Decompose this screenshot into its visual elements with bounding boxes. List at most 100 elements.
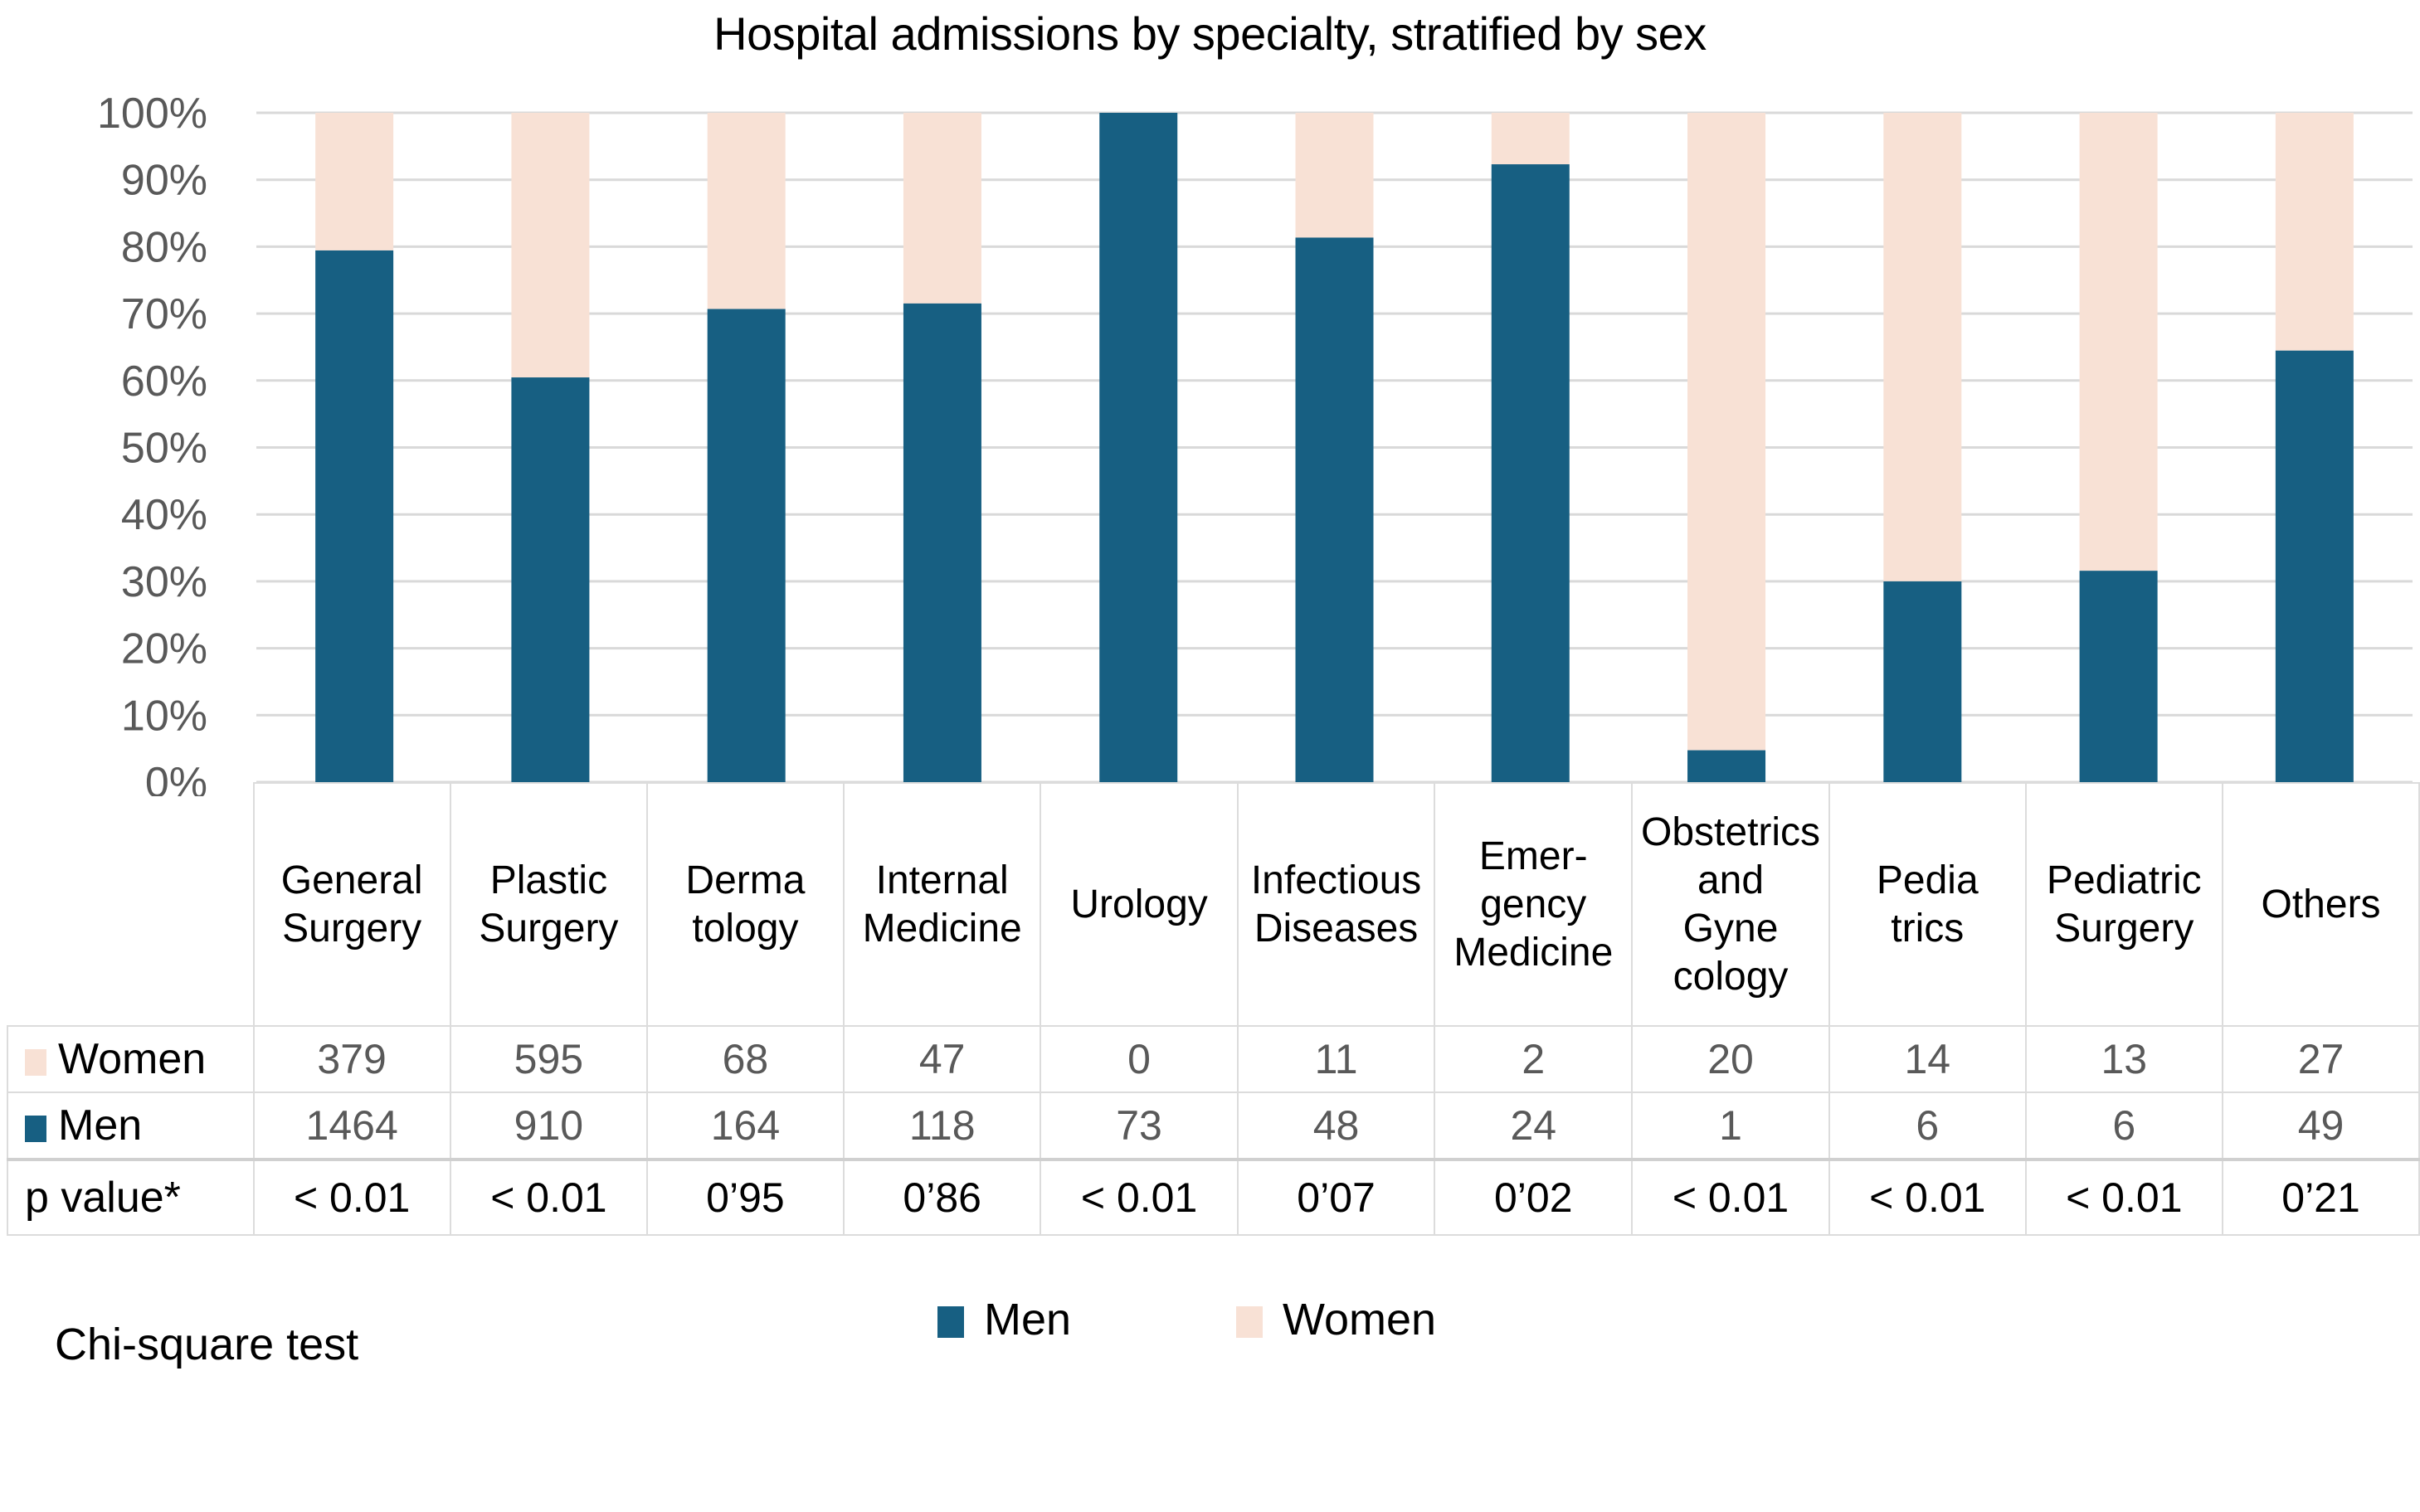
category-label-line: Emer- xyxy=(1478,834,1588,878)
bar-men xyxy=(707,309,786,782)
men-count-cell: 1464 xyxy=(252,1091,451,1160)
women-count-cell: 379 xyxy=(252,1025,451,1093)
category-label: Others xyxy=(2222,782,2420,1027)
women-count-cell: 11 xyxy=(1236,1025,1436,1093)
category-label: Urology xyxy=(1040,782,1239,1027)
men-count-cell: 48 xyxy=(1236,1091,1436,1160)
women-count-cell: 68 xyxy=(646,1025,845,1093)
category-label-line: Pedia xyxy=(1876,858,1979,902)
y-tick-label: 60% xyxy=(121,357,207,406)
category-label: Pediatric Surgery xyxy=(2024,782,2224,1027)
bar-men xyxy=(2275,350,2354,782)
women-row-label: Women xyxy=(7,1025,255,1093)
category-label: Plastic Surgery xyxy=(449,782,649,1027)
women-count-cell: 47 xyxy=(842,1025,1042,1093)
category-label-line: Surgery xyxy=(479,906,619,950)
men-swatch-icon xyxy=(25,1116,46,1142)
category-label: Derma tology xyxy=(646,782,845,1027)
category-label-line: cology xyxy=(1673,954,1789,999)
category-label-line: Plastic xyxy=(489,858,608,902)
bar-women xyxy=(903,113,981,304)
category-label-line: Medicine xyxy=(862,906,1022,950)
men-count-cell: 910 xyxy=(449,1091,649,1160)
category-label: General Surgery xyxy=(252,782,451,1027)
bar-women xyxy=(1883,113,1962,581)
y-tick-label: 80% xyxy=(121,223,207,271)
bar-women xyxy=(2275,113,2354,351)
bar-men xyxy=(1883,581,1962,782)
bar-women xyxy=(707,113,786,309)
p-value-cell: < 0.01 xyxy=(449,1158,649,1236)
category-label-line: General xyxy=(280,858,423,902)
p-value-cell: < 0.01 xyxy=(1631,1158,1830,1236)
p-value-cell: 0’86 xyxy=(842,1158,1042,1236)
y-tick-label: 90% xyxy=(121,157,207,205)
bar-women xyxy=(511,113,590,378)
men-count-cell: 118 xyxy=(842,1091,1042,1160)
women-legend-swatch-icon xyxy=(1236,1306,1263,1338)
men-count-cell: 73 xyxy=(1040,1091,1239,1160)
legend-label-men: Men xyxy=(984,1295,1072,1344)
category-label-line: Gyne xyxy=(1682,906,1779,950)
bar-men xyxy=(315,250,394,783)
category-label: Internal Medicine xyxy=(842,782,1042,1027)
men-count-cell: 6 xyxy=(1828,1091,2027,1160)
table-corner xyxy=(7,783,255,1027)
bar-men xyxy=(1099,113,1178,782)
footnote: Chi-square test xyxy=(55,1320,359,1369)
y-tick-label: 50% xyxy=(121,425,207,473)
p-value-cell: < 0.01 xyxy=(1040,1158,1239,1236)
category-label: Pedia trics xyxy=(1828,782,2027,1027)
women-count-cell: 595 xyxy=(449,1025,649,1093)
bar-women xyxy=(1687,113,1766,751)
bar-men xyxy=(1295,237,1374,782)
women-count-cell: 0 xyxy=(1040,1025,1239,1093)
women-count-cell: 13 xyxy=(2024,1025,2224,1093)
category-label: Emer-gency Medicine xyxy=(1434,782,1634,1027)
women-count-cell: 2 xyxy=(1434,1025,1634,1093)
bars xyxy=(315,113,2354,783)
category-label-line: trics xyxy=(1891,906,1965,950)
legend-item-women: Women xyxy=(1236,1294,1436,1345)
men-row-label: Men xyxy=(7,1091,255,1160)
bar-chart: 0%10%20%30%40%50%60%70%80%90%100% xyxy=(97,90,2413,796)
bar-men xyxy=(511,377,590,782)
category-label: Infectious Diseases xyxy=(1236,782,1436,1027)
y-axis-ticks: 0%10%20%30%40%50%60%70%80%90%100% xyxy=(97,90,207,796)
y-tick-label: 100% xyxy=(97,90,207,138)
y-tick-label: 30% xyxy=(121,558,207,606)
bar-women xyxy=(315,113,394,250)
women-count-cell: 20 xyxy=(1631,1025,1830,1093)
category-label-line: Derma xyxy=(685,858,806,902)
men-count-cell: 164 xyxy=(646,1091,845,1160)
category-label: Obstetrics and Gyne cology xyxy=(1631,782,1830,1027)
women-swatch-icon xyxy=(25,1049,46,1076)
men-count-row: Men 1464 910 164 118 73 48 24 1 6 6 49 xyxy=(7,1091,2420,1160)
men-count-cell: 24 xyxy=(1434,1091,1634,1160)
category-label-line: Internal xyxy=(875,858,1009,902)
y-tick-label: 20% xyxy=(121,625,207,673)
women-count-cell: 27 xyxy=(2222,1025,2420,1093)
p-value-cell: 0’21 xyxy=(2222,1158,2420,1236)
y-tick-label: 40% xyxy=(121,491,207,539)
women-count-row: Women 379 595 68 47 0 11 2 20 14 13 27 xyxy=(7,1025,2420,1093)
bar-men xyxy=(2079,571,2158,782)
p-value-row-label: p value* xyxy=(7,1158,255,1236)
chart-title: Hospital admissions by specialty, strati… xyxy=(713,7,1707,60)
category-label-line: Urology xyxy=(1070,882,1208,926)
category-header-row: General Surgery Plastic Surgery Derma tology I… xyxy=(7,782,2420,1027)
legend-label-women: Women xyxy=(1283,1295,1437,1344)
data-table: General Surgery Plastic Surgery Derma tology I… xyxy=(7,782,2420,1236)
men-label-text: Men xyxy=(58,1101,143,1150)
women-count-cell: 14 xyxy=(1828,1025,2027,1093)
p-value-cell: 0’02 xyxy=(1434,1158,1634,1236)
men-count-cell: 1 xyxy=(1631,1091,1830,1160)
category-label-line: Surgery xyxy=(282,906,422,950)
men-legend-swatch-icon xyxy=(937,1306,964,1338)
bar-women xyxy=(2079,113,2158,571)
category-label-line: gency xyxy=(1480,882,1587,926)
bar-women xyxy=(1491,113,1570,165)
bar-men xyxy=(1491,164,1570,783)
category-label-line: and xyxy=(1697,858,1765,902)
women-label-text: Women xyxy=(58,1035,207,1083)
